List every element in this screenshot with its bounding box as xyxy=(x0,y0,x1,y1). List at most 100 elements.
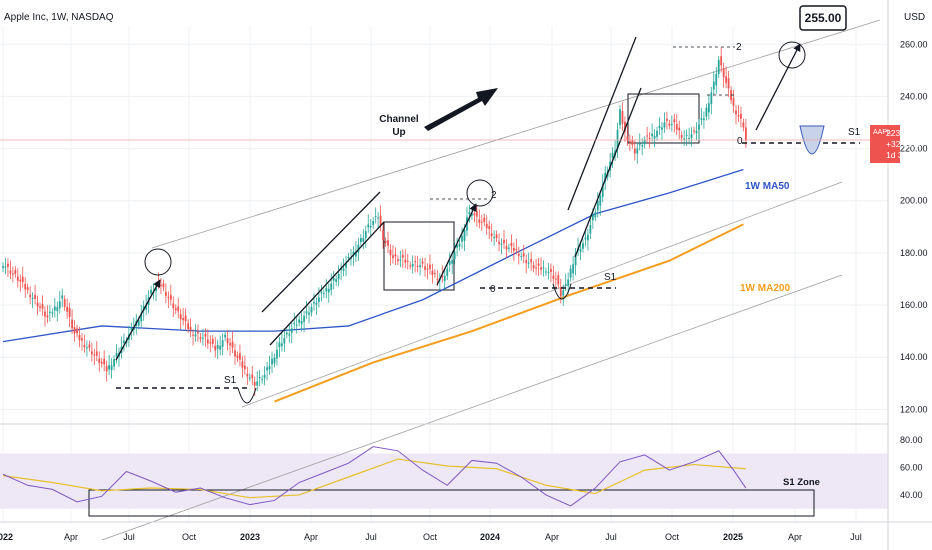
candle-body xyxy=(258,377,261,379)
bottom-arc xyxy=(552,283,572,300)
candle-body xyxy=(162,283,165,288)
candle-body xyxy=(231,341,234,348)
candle-body xyxy=(685,135,688,137)
candle-body xyxy=(722,68,725,78)
candle-body xyxy=(300,321,303,325)
candle-body xyxy=(663,122,666,128)
candle-body xyxy=(540,267,542,270)
channel-lines xyxy=(101,19,881,541)
candle-body xyxy=(86,347,88,349)
candle-body xyxy=(688,137,691,139)
range-box xyxy=(383,221,455,291)
candle-body xyxy=(66,306,69,312)
candle-body xyxy=(740,113,742,119)
candle-body xyxy=(742,122,745,128)
candle-body xyxy=(224,334,227,338)
candle-body xyxy=(416,265,419,267)
candle-body xyxy=(700,118,703,120)
candle-body xyxy=(587,234,589,241)
candle-body xyxy=(448,260,451,265)
candle-body xyxy=(493,237,496,239)
candle-body xyxy=(204,333,207,337)
channel-line xyxy=(241,181,843,408)
candle-body xyxy=(110,365,113,370)
candle-body xyxy=(443,276,446,281)
candle-body xyxy=(318,297,320,302)
candle-body xyxy=(532,265,535,269)
x-tick-label: Apr xyxy=(64,532,78,542)
candle-body xyxy=(236,355,239,358)
candle-body xyxy=(559,287,562,297)
candle-body xyxy=(362,237,365,242)
candle-body xyxy=(471,213,473,216)
x-tick-label: 2022 xyxy=(0,532,13,542)
candle-body xyxy=(673,119,676,123)
candle-body xyxy=(327,288,330,293)
candle-body xyxy=(426,268,429,270)
candle-body xyxy=(675,124,678,130)
candle-body xyxy=(384,241,387,244)
candle-body xyxy=(137,320,140,326)
candle-body xyxy=(76,328,78,334)
candle-body xyxy=(735,110,737,115)
candle-body xyxy=(189,326,192,330)
x-tick-label: Oct xyxy=(665,532,680,542)
candle-body xyxy=(658,125,661,129)
candle-body xyxy=(199,337,202,339)
y-tick-label: 120.00 xyxy=(900,404,928,414)
candle-body xyxy=(604,172,607,182)
candle-body xyxy=(537,263,540,266)
candle-body xyxy=(53,306,56,311)
candle-body xyxy=(572,264,575,274)
candle-body xyxy=(290,328,293,333)
candle-body xyxy=(648,137,651,139)
candle-body xyxy=(357,244,360,253)
candle-body xyxy=(271,358,273,365)
rsi-y-tick-label: 80.00 xyxy=(900,435,923,445)
candle-body xyxy=(278,342,281,348)
candle-body xyxy=(283,338,286,344)
candle-body xyxy=(485,223,488,228)
candle-body xyxy=(515,248,518,250)
candle-body xyxy=(367,224,370,228)
candle-body xyxy=(552,275,555,279)
candle-body xyxy=(14,270,17,275)
candle-body xyxy=(458,243,461,247)
candle-body xyxy=(594,212,597,218)
candle-body xyxy=(527,262,530,264)
candle-body xyxy=(636,148,639,154)
candle-body xyxy=(177,306,180,312)
s1-label-2023: S1 xyxy=(224,375,237,386)
candle-body xyxy=(241,361,244,368)
candle-body xyxy=(372,221,375,226)
candle-body xyxy=(656,130,658,137)
candle-body xyxy=(256,381,259,386)
candle-body xyxy=(7,263,9,267)
candle-body xyxy=(100,361,103,364)
candle-body xyxy=(179,314,182,319)
candle-body xyxy=(665,118,668,121)
impulse-line xyxy=(269,221,385,346)
peak-circle xyxy=(778,41,806,69)
candle-body xyxy=(401,254,404,258)
peak-circle xyxy=(144,248,172,276)
candle-body xyxy=(184,315,187,322)
candle-body xyxy=(720,56,723,66)
x-tick-label: 2024 xyxy=(480,532,500,542)
candle-body xyxy=(58,301,61,309)
price-label-change: +32.69% xyxy=(886,139,920,149)
candle-body xyxy=(248,377,251,379)
rsi-band xyxy=(0,453,888,509)
candle-body xyxy=(525,260,528,264)
candle-body xyxy=(9,270,12,274)
candle-body xyxy=(345,262,347,268)
candle-body xyxy=(707,103,710,113)
candle-body xyxy=(628,141,631,143)
x-tick-label: Oct xyxy=(423,532,438,542)
candle-body xyxy=(298,319,301,323)
candle-body xyxy=(352,251,355,256)
candle-body xyxy=(197,331,199,334)
candle-body xyxy=(150,289,152,294)
candle-body xyxy=(567,279,570,286)
